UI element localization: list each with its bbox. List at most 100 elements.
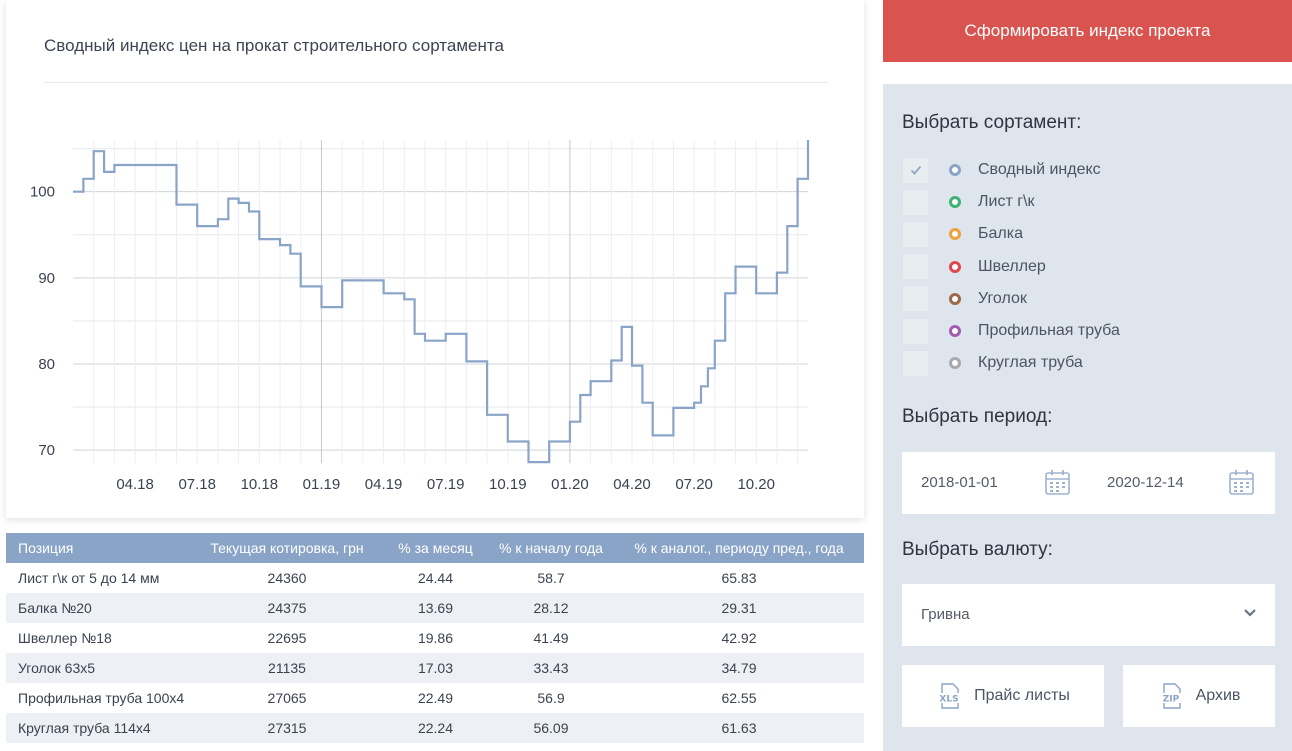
chart-card: Сводный индекс цен на прокат строительно… [6, 0, 864, 518]
sortament-label: Сводный индекс [978, 161, 1101, 178]
sortament-checkbox[interactable] [902, 156, 929, 184]
chevron-down-icon [1244, 609, 1256, 617]
table-cell-value: 56.09 [488, 713, 614, 743]
sortament-checkbox[interactable] [902, 317, 929, 345]
zip-file-icon: ZIP [1157, 683, 1184, 709]
series-color-dot [949, 228, 961, 241]
table-row: Балка №20 24375 13.69 28.12 29.31 [6, 593, 864, 623]
date-from-input[interactable]: 2018-01-01 [921, 474, 998, 491]
x-tick-label: 04.18 [116, 476, 154, 493]
xls-file-icon: XLS [936, 683, 963, 709]
index-line-chart: 100 90 80 70 04.18 07.18 10.18 01.19 04.19 07.19 1… [30, 140, 810, 493]
sortament-label: Лист г\к [978, 193, 1035, 211]
table-cell-value: 24360 [191, 563, 383, 593]
sortament-option[interactable]: Профильная труба [902, 317, 1120, 345]
x-tick-label: 01.19 [303, 476, 341, 493]
x-tick-label: 10.20 [737, 476, 775, 493]
x-tick-label: 04.19 [365, 476, 403, 493]
sortament-option[interactable]: Лист г\к [902, 188, 1035, 216]
form-index-button[interactable]: Сформировать индекс проекта [883, 0, 1292, 62]
series-color-dot [949, 357, 961, 370]
table-cell-value: 27065 [191, 683, 383, 713]
currency-value: Гривна [921, 606, 970, 623]
quotes-table: Позиция Текущая котировка, грн % за меся… [6, 533, 864, 743]
archive-button[interactable]: ZIP Архив [1123, 665, 1275, 727]
svg-text:XLS: XLS [940, 695, 959, 705]
table-cell-value: 33.43 [488, 653, 614, 683]
table-cell-value: 65.83 [614, 563, 864, 593]
series-color-dot [949, 196, 961, 209]
sortament-option[interactable]: Сводный индекс [902, 156, 1101, 184]
table-header-cell: % к аналог., периоду пред., года [614, 533, 864, 563]
table-header-cell: % к началу года [488, 533, 614, 563]
table-cell-value: 27315 [191, 713, 383, 743]
series-color-dot [949, 260, 961, 273]
table-cell-position: Круглая труба 114х4 [6, 713, 191, 743]
sortament-option[interactable]: Уголок [902, 285, 1027, 313]
sortament-label: Круглая труба [978, 354, 1083, 372]
table-cell-value: 62.55 [614, 683, 864, 713]
table-row: Уголок 63х5 21135 17.03 33.43 34.79 [6, 653, 864, 683]
calendar-icon[interactable] [1044, 469, 1071, 496]
price-lists-button[interactable]: XLS Прайс листы [902, 665, 1104, 727]
sortament-heading: Выбрать сортамент: [902, 112, 1082, 133]
table-header-cell: % за месяц [383, 533, 488, 563]
x-tick-label: 07.20 [675, 476, 713, 493]
table-cell-value: 22695 [191, 623, 383, 653]
table-cell-value: 24.44 [383, 563, 488, 593]
table-row: Круглая труба 114х4 27315 22.24 56.09 61.63 [6, 713, 864, 743]
y-tick-label: 100 [30, 184, 55, 201]
period-picker: 2018-01-01 2020-12-14 [902, 452, 1275, 514]
currency-select[interactable]: Гривна [902, 584, 1275, 646]
date-to-input[interactable]: 2020-12-14 [1107, 474, 1184, 491]
table-cell-value: 34.79 [614, 653, 864, 683]
table-cell-value: 42.92 [614, 623, 864, 653]
table-cell-position: Профильная труба 100х4 [6, 683, 191, 713]
period-heading: Выбрать период: [902, 406, 1053, 427]
filter-panel: Выбрать сортамент: Сводный индекс Лист г\… [883, 84, 1292, 751]
y-tick-label: 90 [38, 270, 55, 287]
calendar-icon[interactable] [1228, 469, 1255, 496]
index-series-line [73, 140, 810, 464]
x-tick-label: 10.19 [489, 476, 527, 493]
series-color-dot [949, 164, 961, 176]
sortament-option[interactable]: Швеллер [902, 253, 1046, 281]
x-tick-label: 10.18 [241, 476, 279, 493]
sortament-option[interactable]: Балка [902, 220, 1023, 248]
table-row: Швеллер №18 22695 19.86 41.49 42.92 [6, 623, 864, 653]
y-tick-label: 70 [38, 442, 55, 459]
sortament-option[interactable]: Круглая труба [902, 349, 1083, 377]
sortament-checkbox[interactable] [902, 285, 929, 313]
sortament-checkbox[interactable] [902, 220, 929, 248]
x-tick-label: 01.20 [551, 476, 589, 493]
table-header-row: Позиция Текущая котировка, грн % за меся… [6, 533, 864, 563]
table-cell-value: 22.49 [383, 683, 488, 713]
sortament-checkbox[interactable] [902, 188, 929, 216]
table-cell-value: 19.86 [383, 623, 488, 653]
table-row: Лист г\к от 5 до 14 мм 24360 24.44 58.7 65.8… [6, 563, 864, 593]
table-cell-value: 24375 [191, 593, 383, 623]
archive-label: Архив [1195, 687, 1241, 704]
sortament-label: Балка [978, 225, 1023, 243]
sortament-checkbox[interactable] [902, 253, 929, 281]
sortament-label: Профильная труба [978, 322, 1120, 339]
table-cell-value: 21135 [191, 653, 383, 683]
sortament-label: Уголок [978, 289, 1027, 307]
chart-divider [44, 82, 828, 83]
sortament-checkbox[interactable] [902, 349, 929, 377]
x-tick-label: 04.20 [613, 476, 651, 493]
table-cell-position: Лист г\к от 5 до 14 мм [6, 563, 191, 593]
table-cell-value: 22.24 [383, 713, 488, 743]
check-icon [910, 165, 921, 175]
table-cell-value: 29.31 [614, 593, 864, 623]
currency-heading: Выбрать валюту: [902, 539, 1053, 560]
table-cell-value: 61.63 [614, 713, 864, 743]
table-cell-value: 58.7 [488, 563, 614, 593]
x-tick-label: 07.19 [427, 476, 465, 493]
table-cell-value: 17.03 [383, 653, 488, 683]
svg-text:ZIP: ZIP [1162, 695, 1179, 705]
table-header-cell: Позиция [6, 533, 191, 563]
chart-title: Сводный индекс цен на прокат строительно… [44, 36, 504, 55]
y-tick-label: 80 [38, 356, 55, 373]
table-cell-position: Уголок 63х5 [6, 653, 191, 683]
